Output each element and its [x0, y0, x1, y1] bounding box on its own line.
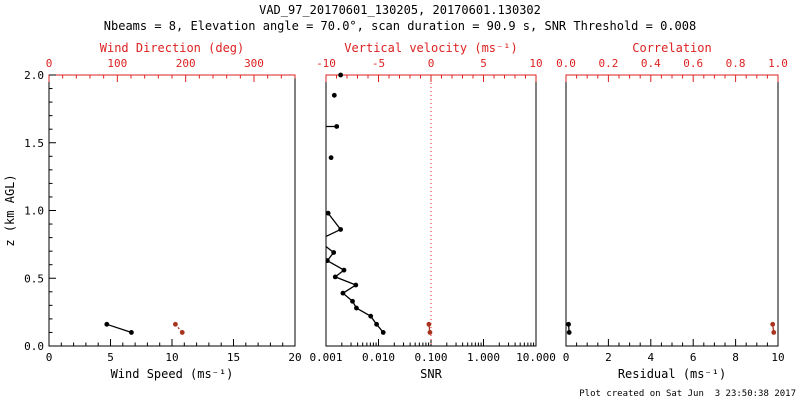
- residual-xtick-label: 4: [647, 351, 654, 364]
- snr-profile-point: [340, 290, 346, 296]
- residual-xtick-label: 8: [732, 351, 739, 364]
- wind-speed-point: [104, 321, 110, 327]
- series-residual: [566, 321, 572, 335]
- series-wind-direction: [173, 321, 185, 335]
- snr-profile-point: [325, 210, 331, 216]
- height-tick-label: 0.5: [24, 272, 44, 285]
- snr-xaxis-title: SNR: [420, 367, 442, 381]
- snr-profile-point: [332, 274, 338, 280]
- height-tick-label: 1.5: [24, 137, 44, 150]
- panel-snr: 0.001 0.010 0.100 1.000 10.000 SNR -10 -5 0 5 10 Ve…: [309, 41, 555, 381]
- series-wind-speed: [104, 321, 134, 335]
- snr-xtick-label: 0.010: [362, 351, 395, 364]
- residual-bottom-axis: 0 2 4 6 8 10 Residual (ms⁻¹): [563, 339, 785, 381]
- snr-top-axis-title: Vertical velocity (ms⁻¹): [344, 41, 517, 55]
- wind-xtick-label: 10: [165, 351, 178, 364]
- residual-xtick-label: 6: [690, 351, 697, 364]
- vertical-velocity-point: [426, 321, 432, 327]
- snr-top-tick-label: -10: [316, 57, 336, 70]
- series-snr-profile: [315, 72, 386, 335]
- residual-xtick-label: 10: [771, 351, 784, 364]
- residual-top-tick-label: 0.0: [556, 57, 576, 70]
- residual-point: [566, 330, 572, 335]
- snr-profile-point: [315, 238, 320, 243]
- snr-profile-point: [334, 124, 340, 129]
- residual-top-tick-label: 0.6: [683, 57, 703, 70]
- height-tick-label: 1.0: [24, 205, 44, 218]
- residual-top-tick-label: 0.2: [598, 57, 618, 70]
- snr-top-tick-label: 5: [480, 57, 487, 70]
- residual-top-tick-label: 1.0: [768, 57, 788, 70]
- snr-profile-point: [328, 155, 334, 161]
- wind-xtick-label: 15: [227, 351, 240, 364]
- plot-title: VAD_97_20170601_130205, 20170601.130302: [259, 3, 541, 17]
- plot-created-timestamp: Plot created on Sat Jun 3 23:50:38 2017: [579, 389, 796, 399]
- wind-frame: [48, 75, 296, 347]
- snr-profile-point: [331, 250, 337, 255]
- panel-wind: 0 5 10 15 20 Wind Speed (ms⁻¹) 0 100 200 300 Wind …: [3, 41, 302, 381]
- residual-xtick-label: 0: [563, 351, 570, 364]
- height-tick-label: 0.0: [24, 340, 44, 353]
- snr-xtick-label: 0.100: [414, 351, 447, 364]
- series-vertical-velocity: [426, 321, 433, 335]
- plot-subtitle: Nbeams = 8, Elevation angle = 70.0°, sca…: [103, 19, 697, 33]
- snr-profile-point: [353, 282, 359, 288]
- height-tick-label: 2.0: [24, 69, 44, 82]
- snr-xtick-label: 0.001: [309, 351, 342, 364]
- residual-xaxis-title: Residual (ms⁻¹): [618, 367, 726, 381]
- wind-xtick-label: 20: [288, 351, 301, 364]
- snr-profile-point: [319, 124, 324, 129]
- snr-profile-point: [354, 305, 359, 311]
- wind-top-axis: 0 100 200 300 Wind Direction (deg): [46, 41, 296, 82]
- height-axis: 0.0 0.5 1.0 1.5 2.0 z (km AGL): [3, 69, 56, 353]
- snr-top-tick-label: -5: [372, 57, 385, 70]
- snr-profile-point: [368, 313, 374, 319]
- residual-top-axis: 0.0 0.2 0.4 0.6 0.8 1.0 Correlation: [556, 41, 788, 82]
- correlation-point: [770, 321, 776, 327]
- wind-speed-point: [129, 330, 134, 335]
- residual-xtick-label: 2: [605, 351, 612, 364]
- wind-top-tick-label: 300: [244, 57, 264, 70]
- wind-xtick-label: 0: [46, 351, 53, 364]
- snr-profile-point: [331, 92, 337, 98]
- snr-xtick-label: 1.000: [467, 351, 500, 364]
- snr-profile-point: [380, 330, 386, 335]
- wind-xtick-label: 5: [107, 351, 114, 364]
- residual-point: [566, 321, 571, 327]
- residual-top-tick-label: 0.4: [641, 57, 661, 70]
- height-axis-title: z (km AGL): [3, 174, 17, 246]
- wind-top-tick-label: 200: [176, 57, 196, 70]
- snr-profile-point: [341, 267, 347, 273]
- snr-xtick-label: 10.000: [516, 351, 556, 364]
- snr-profile-point: [338, 72, 344, 78]
- panel-residual: 0 2 4 6 8 10 Residual (ms⁻¹) 0.0 0.2 0.4 0.6 0.8 1.0…: [556, 41, 788, 381]
- wind-direction-point: [173, 321, 178, 327]
- snr-profile-point: [325, 258, 330, 264]
- snr-profile-point: [374, 321, 379, 327]
- wind-top-tick-label: 0: [46, 57, 53, 70]
- vertical-velocity-point: [427, 330, 433, 335]
- correlation-point: [771, 330, 777, 335]
- snr-top-tick-label: 10: [529, 57, 542, 70]
- snr-top-axis: -10 -5 0 5 10 Vertical velocity (ms⁻¹): [316, 41, 543, 82]
- series-correlation: [770, 321, 777, 335]
- snr-profile-point: [350, 298, 355, 304]
- wind-top-tick-label: 100: [107, 57, 127, 70]
- wind-direction-point: [179, 330, 185, 335]
- wind-top-axis-title: Wind Direction (deg): [100, 41, 245, 55]
- wind-xaxis-title: Wind Speed (ms⁻¹): [111, 367, 234, 381]
- snr-bottom-axis: 0.001 0.010 0.100 1.000 10.000 SNR: [309, 339, 556, 381]
- wind-bottom-axis: 0 5 10 15 20 Wind Speed (ms⁻¹): [46, 339, 302, 381]
- snr-top-tick-label: 0: [428, 57, 435, 70]
- residual-top-axis-title: Correlation: [632, 41, 711, 55]
- residual-top-tick-label: 0.8: [726, 57, 746, 70]
- residual-frame: [565, 75, 779, 347]
- snr-profile-point: [338, 227, 344, 232]
